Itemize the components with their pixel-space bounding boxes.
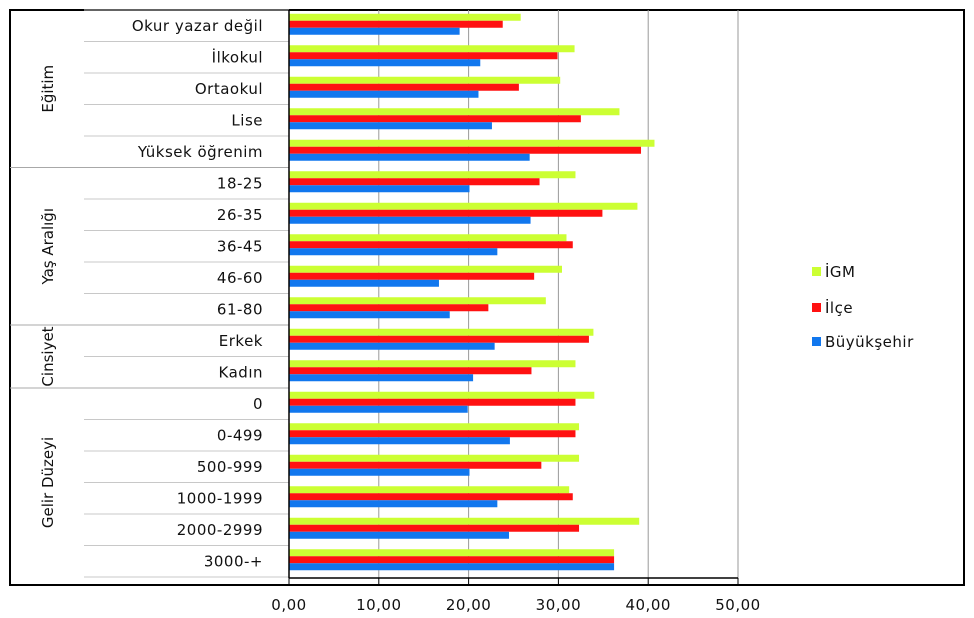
bar <box>289 171 575 178</box>
bar <box>289 147 641 154</box>
bar <box>289 45 575 52</box>
bar <box>289 185 469 192</box>
bar <box>289 392 594 399</box>
legend-label: İlçe <box>825 298 853 317</box>
bar <box>289 367 531 374</box>
category-label: Yüksek öğrenim <box>137 143 263 161</box>
category-label: 0-499 <box>217 426 263 444</box>
bar <box>289 343 495 350</box>
group-label: Gelir Düzeyi <box>39 437 57 528</box>
x-tick-label: 0,00 <box>271 596 306 614</box>
category-label: 18-25 <box>217 174 263 192</box>
bar <box>289 28 460 35</box>
bar <box>289 203 637 210</box>
bar <box>289 280 439 287</box>
bar <box>289 154 530 161</box>
category-label: 0 <box>253 395 263 413</box>
bar <box>289 493 573 500</box>
bar <box>289 178 540 185</box>
category-label: 61-80 <box>217 300 263 318</box>
bar <box>289 91 478 98</box>
category-label: 500-999 <box>197 458 263 476</box>
bar <box>289 462 541 469</box>
category-label: 3000-+ <box>204 552 263 570</box>
bar <box>289 241 573 248</box>
bar <box>289 14 521 21</box>
group-label: Cinsiyet <box>39 326 57 386</box>
bar <box>289 437 510 444</box>
bar <box>289 311 450 318</box>
bar <box>289 399 575 406</box>
category-label: Lise <box>231 111 263 129</box>
x-tick-label: 50,00 <box>715 596 760 614</box>
x-tick-label: 30,00 <box>536 596 581 614</box>
category-label: 26-35 <box>217 206 263 224</box>
bar <box>289 297 546 304</box>
category-label: Ortaokul <box>195 80 263 98</box>
bar <box>289 304 488 311</box>
bar <box>289 52 558 59</box>
group-label: Yaş Aralığı <box>39 208 57 286</box>
bar <box>289 140 654 147</box>
bar <box>289 469 469 476</box>
bar <box>289 556 614 563</box>
category-label: Okur yazar değil <box>132 17 263 35</box>
bar <box>289 248 497 255</box>
bar <box>289 59 480 66</box>
x-tick-label: 20,00 <box>446 596 491 614</box>
bar <box>289 217 531 224</box>
category-label: 1000-1999 <box>177 489 263 507</box>
category-label: 46-60 <box>217 269 263 287</box>
bar <box>289 374 473 381</box>
x-tick-label: 40,00 <box>625 596 670 614</box>
bar <box>289 210 602 217</box>
legend-swatch <box>812 303 821 312</box>
bar <box>289 563 614 570</box>
bar <box>289 115 581 122</box>
bar <box>289 455 579 462</box>
bar <box>289 122 492 129</box>
bar <box>289 273 534 280</box>
bar <box>289 84 519 91</box>
bar <box>289 108 619 115</box>
category-label: Kadın <box>219 363 263 381</box>
x-tick-label: 10,00 <box>356 596 401 614</box>
bar <box>289 518 639 525</box>
bar <box>289 336 589 343</box>
legend-swatch <box>812 267 821 276</box>
category-label: İlkokul <box>212 47 263 66</box>
bar <box>289 525 579 532</box>
bar <box>289 549 614 556</box>
legend-swatch <box>812 337 821 346</box>
category-label: 36-45 <box>217 237 263 255</box>
bar <box>289 423 579 430</box>
bar <box>289 77 560 84</box>
bar <box>289 21 503 28</box>
bar <box>289 430 575 437</box>
group-label: Eğitim <box>39 65 57 113</box>
bar <box>289 266 562 273</box>
category-label: 2000-2999 <box>177 521 263 539</box>
bar <box>289 486 569 493</box>
bar <box>289 360 575 367</box>
bar <box>289 532 509 539</box>
legend-label: İGM <box>825 262 856 281</box>
bar <box>289 406 468 413</box>
category-label: Erkek <box>219 332 263 350</box>
bar <box>289 234 566 241</box>
bar <box>289 329 593 336</box>
bar <box>289 500 497 507</box>
legend-label: Büyükşehir <box>825 333 914 351</box>
